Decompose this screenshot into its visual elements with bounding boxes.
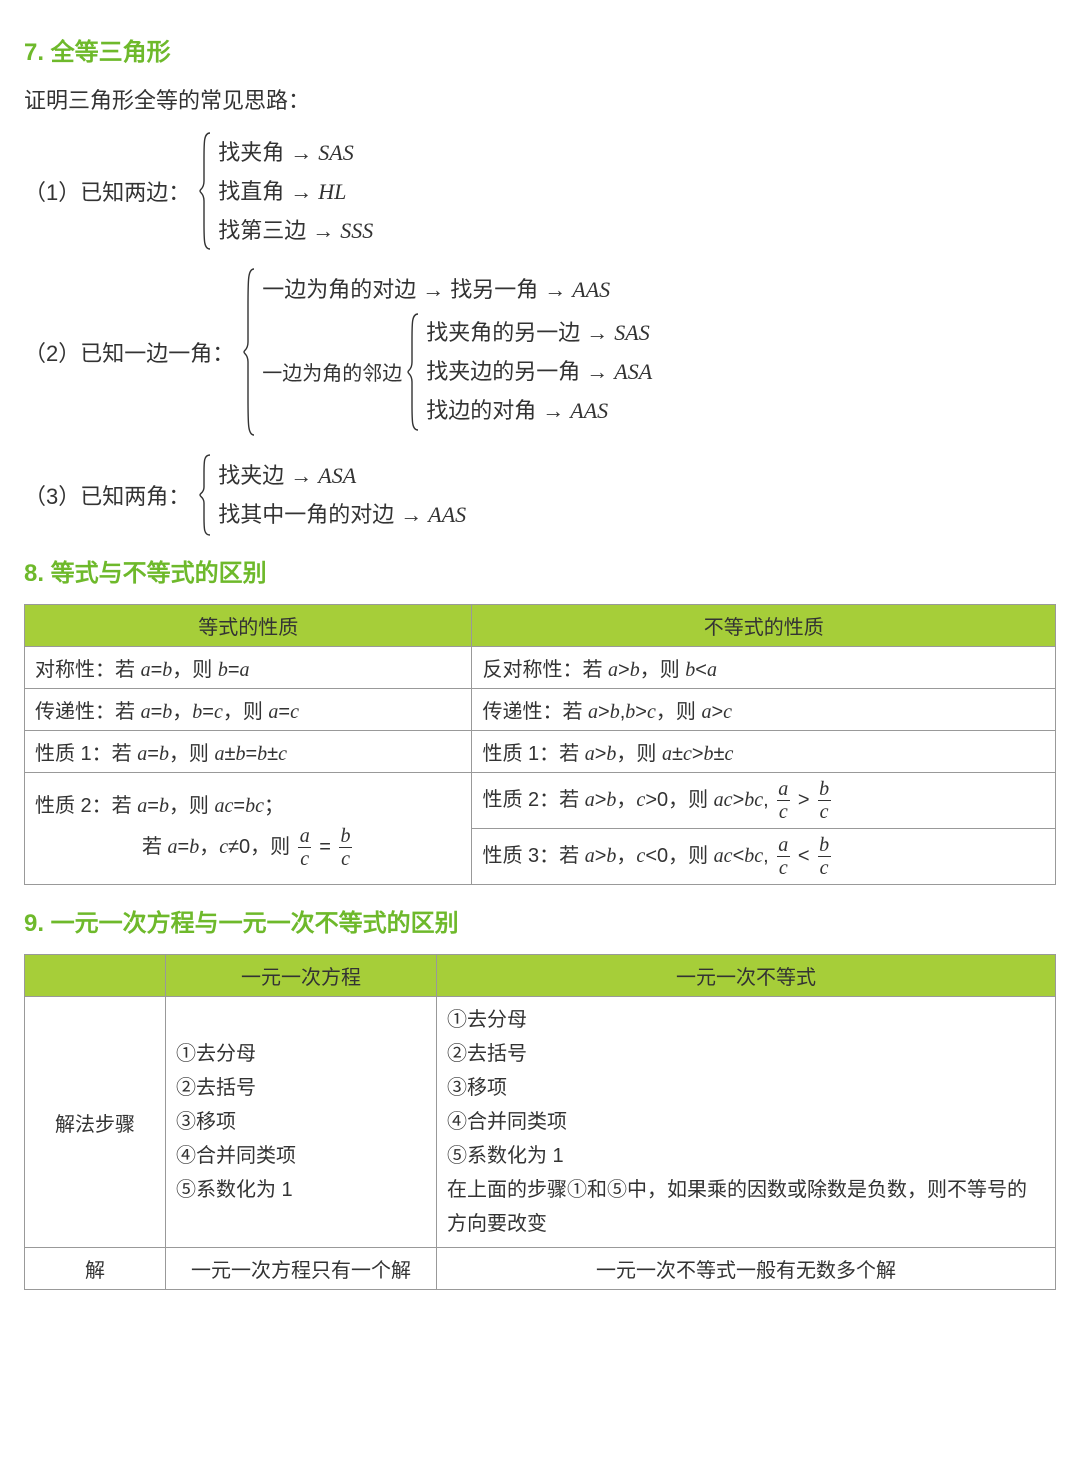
sec7-intro: 证明三角形全等的常见思路： (24, 83, 1056, 115)
step: ④合并同类项 (447, 1105, 1045, 1139)
case1: （1）已知两边： 找夹角→SAS找直角→HL找第三边→SSS (24, 131, 1056, 251)
opt-row: 找边的对角→AAS (426, 394, 652, 427)
opt-text: 找边的对角 (426, 394, 536, 427)
row-label: 解 (25, 1248, 166, 1290)
step: ④合并同类项 (176, 1139, 426, 1173)
step: ⑤系数化为 1 (447, 1139, 1045, 1173)
case3: （3）已知两角： 找夹边→ASA找其中一角的对边→AAS (24, 453, 1056, 537)
opt-result: AAS (570, 394, 608, 427)
cell: 性质 1：若 a=b，则 a±b=b±c (25, 731, 472, 773)
opt-result: SAS (318, 136, 353, 169)
arrow-icon: → (586, 316, 608, 349)
step: ①去分母 (447, 1003, 1045, 1037)
cell: 反对称性：若 a>b，则 b<a (472, 647, 1056, 689)
row-label: 解法步骤 (25, 997, 166, 1248)
opt-text: 一边为角的邻边 (262, 357, 402, 386)
table-eq-ineq: 等式的性质 不等式的性质 对称性：若 a=b，则 b=a 反对称性：若 a>b，… (24, 604, 1056, 885)
step: ③移项 (447, 1071, 1045, 1105)
arrow-icon: → (290, 175, 312, 208)
opt-row: 找直角→HL (218, 175, 373, 208)
arrow-icon: → (290, 136, 312, 169)
th (25, 955, 166, 997)
cell: 一元一次不等式一般有无数多个解 (437, 1248, 1056, 1290)
opt-text: 找另一角 (450, 273, 538, 306)
brace-icon (238, 267, 260, 437)
opt-text: 找夹边 (218, 459, 284, 492)
arrow-icon: → (586, 355, 608, 388)
th-ineq: 不等式的性质 (472, 605, 1056, 647)
table-linear: 一元一次方程 一元一次不等式 解法步骤 ①去分母②去括号③移项④合并同类项⑤系数… (24, 954, 1056, 1290)
opt-text: 找其中一角的对边 (218, 498, 394, 531)
step: ②去括号 (447, 1037, 1045, 1071)
step: ②去括号 (176, 1071, 426, 1105)
opt-row: 找第三边→SSS (218, 214, 373, 247)
opt-row: 找夹边的另一角→ASA (426, 355, 652, 388)
cell: 传递性：若 a=b，b=c，则 a=c (25, 689, 472, 731)
case3-label: （3）已知两角： (24, 479, 194, 511)
brace-icon (194, 453, 216, 537)
opt-row: 找夹角的另一边→SAS (426, 316, 652, 349)
th: 一元一次不等式 (437, 955, 1056, 997)
th-eq: 等式的性质 (25, 605, 472, 647)
cell: 传递性：若 a>b,b>c，则 a>c (472, 689, 1056, 731)
arrow-icon: → (542, 394, 564, 427)
opt-text: 找夹角的另一边 (426, 316, 580, 349)
opt-text: 找第三边 (218, 214, 306, 247)
th: 一元一次方程 (166, 955, 437, 997)
cell: 性质 2：若 a=b，则 ac=bc； 若 a=b，c≠0，则 ac = bc (25, 773, 472, 885)
case2-opt2: 一边为角的邻边 找夹角的另一边→SAS找夹边的另一角→ASA找边的对角→AAS (262, 312, 652, 432)
case2-label: （2）已知一边一角： (24, 336, 238, 368)
cell: 性质 2：若 a>b，c>0，则 ac>bc, ac > bc (472, 773, 1056, 829)
opt-row: 找其中一角的对边→AAS (218, 498, 466, 531)
cell: 性质 3：若 a>b，c<0，则 ac<bc, ac < bc (472, 829, 1056, 885)
opt-result: AAS (428, 498, 466, 531)
opt-result: ASA (318, 459, 356, 492)
arrow-icon: → (422, 273, 444, 306)
case2-opt1: 一边为角的对边 → 找另一角 → AAS (262, 273, 652, 306)
case2: （2）已知一边一角： 一边为角的对边 → 找另一角 → AAS 一边为角的邻边 … (24, 267, 1056, 437)
step: ③移项 (176, 1105, 426, 1139)
opt-text: 找直角 (218, 175, 284, 208)
step: ①去分母 (176, 1037, 426, 1071)
opt-text: 一边为角的对边 (262, 273, 416, 306)
opt-row: 找夹边→ASA (218, 459, 466, 492)
opt-row: 找夹角→SAS (218, 136, 373, 169)
step: 在上面的步骤①和⑤中，如果乘的因数或除数是负数，则不等号的方向要改变 (447, 1173, 1045, 1241)
brace-icon (402, 312, 424, 432)
opt-result: ASA (614, 355, 652, 388)
opt-result: HL (318, 175, 346, 208)
sec9-title: 9. 一元一次方程与一元一次不等式的区别 (24, 903, 1056, 938)
cell: ①去分母②去括号③移项④合并同类项⑤系数化为 1 (166, 997, 437, 1248)
sec8-title: 8. 等式与不等式的区别 (24, 553, 1056, 588)
cell: 对称性：若 a=b，则 b=a (25, 647, 472, 689)
opt-result: AAS (572, 273, 610, 306)
arrow-icon: → (290, 459, 312, 492)
opt-text: 找夹边的另一角 (426, 355, 580, 388)
arrow-icon: → (544, 273, 566, 306)
cell: 一元一次方程只有一个解 (166, 1248, 437, 1290)
arrow-icon: → (400, 498, 422, 531)
arrow-icon: → (312, 214, 334, 247)
cell: ①去分母②去括号③移项④合并同类项⑤系数化为 1在上面的步骤①和⑤中，如果乘的因… (437, 997, 1056, 1248)
opt-result: SAS (614, 316, 649, 349)
brace-icon (194, 131, 216, 251)
opt-text: 找夹角 (218, 136, 284, 169)
step: ⑤系数化为 1 (176, 1173, 426, 1207)
opt-result: SSS (340, 214, 373, 247)
case1-label: （1）已知两边： (24, 175, 194, 207)
cell: 性质 1：若 a>b，则 a±c>b±c (472, 731, 1056, 773)
sec7-title: 7. 全等三角形 (24, 32, 1056, 67)
